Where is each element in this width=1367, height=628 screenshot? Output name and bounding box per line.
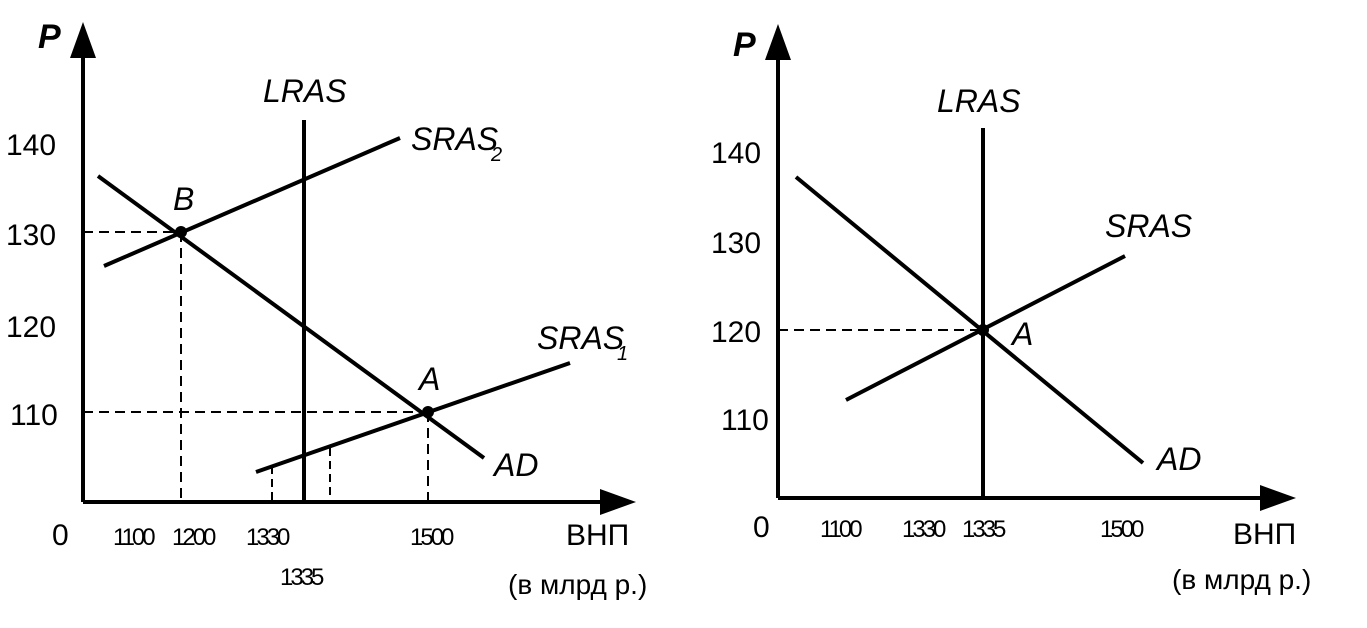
left-sras1-subscript: 1 bbox=[617, 343, 628, 365]
left-ad-curve bbox=[96, 174, 486, 460]
right-x-axis-title: ВНП bbox=[1233, 518, 1296, 551]
right-y-tick-120: 120 bbox=[711, 316, 761, 349]
left-point-a bbox=[422, 406, 434, 418]
right-sras-label: SRAS bbox=[1105, 208, 1192, 244]
left-point-a-label: A bbox=[417, 361, 440, 397]
right-x-tick-1100: 1100 bbox=[820, 516, 862, 543]
right-point-a bbox=[977, 324, 989, 336]
left-x-tick-1100: 1100 bbox=[113, 524, 155, 551]
right-x-arrow bbox=[1260, 485, 1296, 511]
left-x-axis-unit: (в млрд р.) bbox=[508, 569, 647, 600]
right-y-tick-140: 140 bbox=[711, 137, 761, 170]
left-point-b-label: B bbox=[173, 181, 194, 217]
left-x-axis-title: ВНП bbox=[566, 519, 629, 552]
left-sras2-curve bbox=[103, 136, 401, 268]
left-sras1-label: SRAS bbox=[537, 320, 624, 356]
left-y-tick-130: 130 bbox=[6, 219, 56, 252]
right-x-axis-unit: (в млрд р.) bbox=[1172, 564, 1311, 595]
right-x-tick-1335: 1335 bbox=[962, 516, 1006, 543]
right-y-tick-110: 110 bbox=[721, 404, 769, 437]
right-x-tick-1500: 1500 bbox=[1100, 516, 1144, 543]
left-sras2-subscript: 2 bbox=[490, 144, 502, 166]
right-point-a-label: A bbox=[1010, 316, 1033, 352]
left-sras1-curve bbox=[255, 361, 571, 474]
right-y-arrow bbox=[765, 24, 791, 60]
left-y-tick-110: 110 bbox=[10, 399, 58, 432]
left-y-tick-120: 120 bbox=[6, 311, 56, 344]
left-y-arrow bbox=[70, 22, 96, 58]
right-y-tick-130: 130 bbox=[711, 227, 761, 260]
right-y-axis-title: P bbox=[733, 26, 756, 64]
left-x-tick-1335: 1335 bbox=[280, 564, 324, 591]
left-y-axis-title: P bbox=[38, 18, 61, 56]
left-panel: P 0 140 130 120 110 1100 1200 1330 1500 … bbox=[6, 18, 647, 600]
left-ad-label: AD bbox=[492, 447, 538, 483]
right-ad-label: AD bbox=[1155, 441, 1201, 477]
left-point-b bbox=[175, 226, 187, 238]
left-sras2-label: SRAS bbox=[411, 121, 498, 157]
left-origin-label: 0 bbox=[52, 519, 69, 552]
right-lras-label: LRAS bbox=[937, 83, 1021, 119]
left-lras-label: LRAS bbox=[263, 73, 347, 109]
right-ad-curve bbox=[794, 175, 1145, 465]
left-x-tick-1500: 1500 bbox=[410, 524, 454, 551]
right-x-tick-1330: 1330 bbox=[902, 516, 946, 543]
left-y-tick-140: 140 bbox=[6, 129, 56, 162]
left-x-tick-1330: 1330 bbox=[246, 524, 290, 551]
left-x-arrow bbox=[600, 489, 636, 515]
right-panel: P 0 140 130 120 110 1100 1330 1335 1500 … bbox=[711, 24, 1311, 595]
right-origin-label: 0 bbox=[753, 511, 770, 544]
left-x-tick-1200: 1200 bbox=[172, 524, 216, 551]
